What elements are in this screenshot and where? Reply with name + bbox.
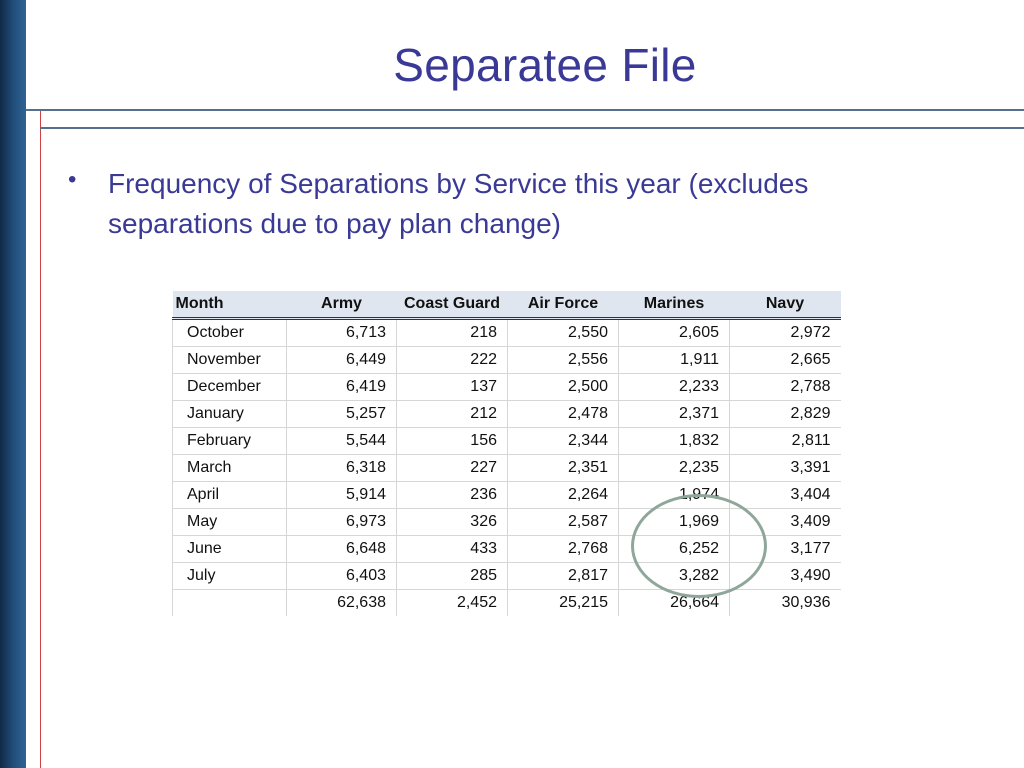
month-cell: January — [172, 400, 287, 428]
air-force-cell: 2,556 — [507, 346, 619, 374]
table-row: December 6,419 137 2,500 2,233 2,788 — [172, 373, 841, 401]
army-cell: 5,914 — [286, 481, 397, 509]
navy-cell: 2,788 — [729, 373, 841, 401]
separations-table-container: Month Army Coast Guard Air Force Marines… — [172, 291, 841, 616]
air-force-cell: 2,768 — [507, 535, 619, 563]
coast-guard-cell: 156 — [396, 427, 508, 455]
coast-guard-cell: 212 — [396, 400, 508, 428]
army-cell: 6,403 — [286, 562, 397, 590]
navy-cell: 2,972 — [729, 318, 841, 347]
month-cell: March — [172, 454, 287, 482]
left-red-rule — [40, 110, 41, 768]
marines-cell: 2,605 — [618, 318, 730, 347]
slide-title: Separatee File — [393, 39, 697, 91]
army-cell: 5,257 — [286, 400, 397, 428]
navy-cell: 3,177 — [729, 535, 841, 563]
marines-total-cell: 26,664 — [618, 589, 730, 616]
navy-cell: 2,665 — [729, 346, 841, 374]
navy-total-cell: 30,936 — [781, 594, 831, 611]
table-row: April 5,914 236 2,264 1,974 3,404 — [172, 481, 841, 509]
column-header-navy: Navy — [729, 291, 841, 320]
army-cell: 6,648 — [286, 535, 397, 563]
coast-guard-cell: 218 — [396, 318, 508, 347]
table-row: May 6,973 326 2,587 1,969 3,409 — [172, 508, 841, 536]
air-force-cell: 2,500 — [507, 373, 619, 401]
marines-cell: 1,832 — [618, 427, 730, 455]
month-cell: November — [172, 346, 287, 374]
navy-cell: 2,829 — [729, 400, 841, 428]
month-cell: February — [172, 427, 287, 455]
bullet-text: Frequency of Separations by Service this… — [108, 168, 809, 239]
month-cell: June — [172, 535, 287, 563]
army-cell: 6,973 — [286, 508, 397, 536]
column-header-marines: Marines — [618, 291, 730, 320]
bullet-icon: • — [68, 166, 77, 193]
coast-guard-cell: 222 — [396, 346, 508, 374]
table-row: November 6,449 222 2,556 1,911 2,665 — [172, 346, 841, 374]
army-cell: 5,544 — [286, 427, 397, 455]
table-row: June 6,648 433 2,768 6,252 3,177 — [172, 535, 841, 563]
marines-cell: 3,282 — [618, 562, 730, 590]
month-cell: July — [172, 562, 287, 590]
army-cell: 6,713 — [286, 318, 397, 347]
coast-guard-cell: 433 — [396, 535, 508, 563]
column-header-army: Army — [286, 291, 397, 320]
column-header-coast-guard: Coast Guard — [396, 291, 508, 320]
table-row: July 6,403 285 2,817 3,282 3,490 — [172, 562, 841, 590]
marines-cell: 2,233 — [618, 373, 730, 401]
month-cell: December — [172, 373, 287, 401]
air-force-cell: 2,264 — [507, 481, 619, 509]
navy-cell: 2,811 — [729, 427, 841, 455]
navy-cell: 3,404 — [729, 481, 841, 509]
coast-guard-cell: 137 — [396, 373, 508, 401]
coast-guard-cell: 285 — [396, 562, 508, 590]
navy-cell: 3,391 — [729, 454, 841, 482]
coast-guard-cell: 326 — [396, 508, 508, 536]
month-cell: April — [172, 481, 287, 509]
coast-guard-total-cell: 2,452 — [396, 589, 508, 616]
air-force-cell: 2,351 — [507, 454, 619, 482]
title-divider-top — [26, 109, 1024, 111]
table-row: January 5,257 212 2,478 2,371 2,829 — [172, 400, 841, 428]
column-header-air-force: Air Force — [507, 291, 619, 320]
title-divider-bottom — [40, 127, 1024, 129]
total-label-cell — [172, 589, 287, 616]
coast-guard-cell: 236 — [396, 481, 508, 509]
column-header-month: Month — [172, 291, 287, 320]
army-cell: 6,318 — [286, 454, 397, 482]
army-cell: 6,419 — [286, 373, 397, 401]
slide-left-bar — [0, 0, 26, 768]
army-cell: 6,449 — [286, 346, 397, 374]
month-cell: October — [172, 318, 287, 347]
air-force-cell: 2,550 — [507, 318, 619, 347]
air-force-cell: 2,478 — [507, 400, 619, 428]
table-header-row: Month Army Coast Guard Air Force Marines… — [172, 291, 841, 320]
army-total-cell: 62,638 — [286, 589, 397, 616]
table-total-row: 62,638 2,452 25,215 26,664 30,936 — [172, 589, 841, 616]
air-force-total-cell: 25,215 — [507, 589, 619, 616]
navy-cell: 3,490 — [729, 562, 841, 590]
air-force-cell: 2,587 — [507, 508, 619, 536]
navy-cell: 3,409 — [729, 508, 841, 536]
marines-cell: 6,252 — [618, 535, 730, 563]
table-row: March 6,318 227 2,351 2,235 3,391 — [172, 454, 841, 482]
marines-cell: 1,911 — [618, 346, 730, 374]
marines-cell: 1,969 — [618, 508, 730, 536]
air-force-cell: 2,344 — [507, 427, 619, 455]
coast-guard-cell: 227 — [396, 454, 508, 482]
separations-table: Month Army Coast Guard Air Force Marines… — [172, 291, 841, 616]
month-cell: May — [172, 508, 287, 536]
table-row: October 6,713 218 2,550 2,605 2,972 — [172, 318, 841, 347]
marines-cell: 2,371 — [618, 400, 730, 428]
air-force-cell: 2,817 — [507, 562, 619, 590]
table-row: February 5,544 156 2,344 1,832 2,811 — [172, 427, 841, 455]
marines-cell: 2,235 — [618, 454, 730, 482]
marines-cell: 1,974 — [618, 481, 730, 509]
